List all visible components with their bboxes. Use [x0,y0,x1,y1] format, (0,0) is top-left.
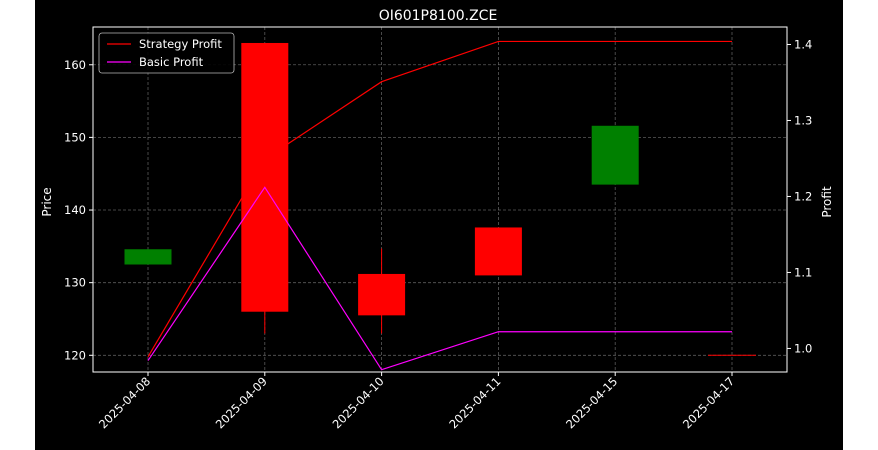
x-tick-label: 2025-04-11 [446,374,503,431]
x-tick-label: 2025-04-17 [680,374,737,431]
y-tick-right-label: 1.0 [794,341,812,355]
x-axis: 2025-04-08 2025-04-09 2025-04-10 2025-04-11… [96,372,737,431]
legend-label: Basic Profit [139,55,204,69]
y-tick-left-label: 120 [64,348,86,362]
candles [124,42,756,356]
legend: Strategy Profit Basic Profit [98,32,235,74]
y-axis-right-label: Profit [820,186,834,218]
candle-body-2025-04-15 [591,125,639,185]
chart-title: OI601P8100.ZCE [379,8,498,24]
y-axis-left-label: Price [40,187,54,216]
candle-body-2025-04-09 [241,42,289,312]
y-tick-left-label: 130 [64,276,86,290]
x-tick-label: 2025-04-09 [213,374,270,431]
y-tick-right-label: 1.3 [794,113,812,127]
grid [93,27,787,372]
line-strategy-profit [147,40,732,358]
x-tick-label: 2025-04-10 [330,374,387,431]
plot-frame [92,26,788,373]
candle-body-2025-04-11 [474,227,522,276]
legend-box [98,32,235,74]
y-tick-right-label: 1.4 [794,37,812,51]
legend-label: Strategy Profit [139,37,222,51]
y-tick-left-label: 160 [64,58,86,72]
y-axis-right: 1.0 1.1 1.2 1.3 1.4 [787,37,812,355]
profit-lines [147,40,732,371]
y-axis-left: 120 130 140 150 160 [64,58,93,362]
line-basic-profit [147,186,732,371]
chart-figure: OI601P8100.ZCE 2025-04-08 2025-04-09 2025-… [35,0,843,450]
x-tick-label: 2025-04-15 [563,374,620,431]
y-tick-left-label: 150 [64,130,86,144]
chart-svg: OI601P8100.ZCE 2025-04-08 2025-04-09 2025-… [40,8,834,431]
candle-body-2025-04-08 [124,249,172,265]
x-tick-label: 2025-04-08 [96,374,153,431]
candle-body-2025-04-10 [358,273,406,316]
y-tick-right-label: 1.2 [794,189,812,203]
y-tick-left-label: 140 [64,203,86,217]
y-tick-right-label: 1.1 [794,265,812,279]
